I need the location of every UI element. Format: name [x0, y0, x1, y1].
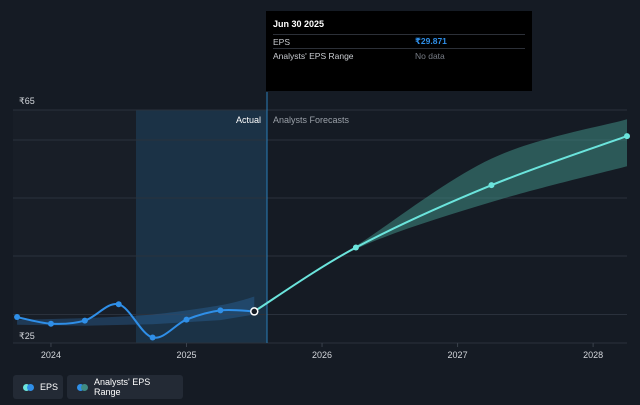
eps-point-actual-0 — [14, 314, 21, 321]
y-tick-label-0: ₹65 — [19, 96, 35, 106]
legend-range[interactable]: Analysts' EPS Range — [67, 375, 183, 399]
eps-point-forecast-1 — [352, 244, 359, 251]
tooltip-range-value: No data — [415, 50, 445, 61]
legend-eps-label: EPS — [40, 382, 59, 392]
legend-eps[interactable]: EPS — [13, 375, 63, 399]
range-bands — [17, 119, 628, 326]
past-range-band — [17, 296, 255, 326]
highlight-region — [136, 110, 267, 343]
tooltip-eps-label: EPS — [273, 36, 291, 47]
eps-point-actual-7 — [250, 307, 259, 316]
eps-point-actual-5 — [183, 316, 190, 323]
tooltip-row-eps: EPS ₹29.871 — [273, 34, 525, 48]
y-axis: ₹65 ₹25 — [19, 96, 35, 341]
y-tick-label-1: ₹25 — [19, 331, 35, 341]
eps-legend-icon — [23, 383, 34, 391]
section-actual: Actual — [236, 115, 261, 125]
analysts-eps-range-band — [254, 119, 628, 312]
range-legend-icon — [77, 383, 88, 391]
grid-lines — [13, 109, 627, 344]
eps-point-forecast-3 — [624, 133, 630, 140]
eps-point-forecast-2 — [488, 182, 495, 189]
section-forecast: Analysts Forecasts — [273, 115, 350, 125]
legend-range-label: Analysts' EPS Range — [94, 377, 151, 397]
x-tick-label-3: 2027 — [448, 350, 468, 360]
tooltip: Jun 30 2025 EPS ₹29.871 Analysts' EPS Ra… — [266, 11, 532, 91]
x-tick-label-4: 2028 — [583, 350, 603, 360]
tooltip-range-label: Analysts' EPS Range — [273, 50, 354, 61]
x-tick-label-2: 2026 — [312, 350, 332, 360]
tooltip-date: Jun 30 2025 — [273, 19, 325, 29]
eps-point-actual-1 — [47, 320, 54, 327]
eps-point-actual-3 — [115, 301, 122, 308]
x-tick-label-1: 2025 — [176, 350, 196, 360]
eps-line-forecast — [253, 135, 628, 313]
actual-region-dark — [13, 110, 136, 343]
x-axis: 2024 2025 2026 2027 2028 — [41, 343, 603, 360]
eps-point-actual-2 — [81, 317, 88, 324]
eps-point-actual-4 — [149, 334, 156, 341]
x-tick-label-0: 2024 — [41, 350, 61, 360]
tooltip-row-range: Analysts' EPS Range No data — [273, 48, 525, 62]
eps-point-actual-6 — [217, 307, 224, 314]
eps-points — [14, 133, 630, 341]
tooltip-eps-value: ₹29.871 — [415, 36, 447, 46]
